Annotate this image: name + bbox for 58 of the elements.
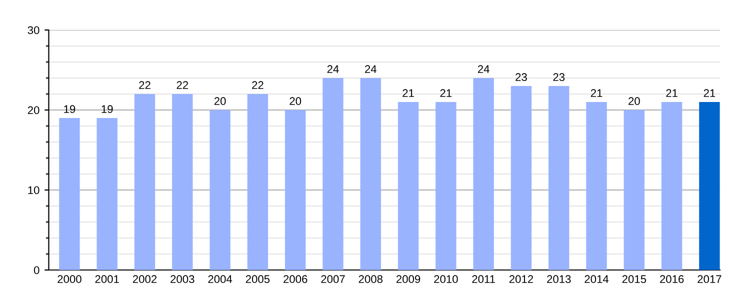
x-tick-label: 2006 — [284, 275, 308, 284]
x-tick-label: 2014 — [584, 275, 609, 284]
x-tick-label: 2003 — [170, 275, 194, 284]
bar — [210, 110, 230, 270]
data-label: 22 — [139, 81, 150, 89]
data-label: 21 — [402, 89, 414, 97]
bar — [398, 102, 419, 270]
x-tick-label: 2015 — [622, 275, 646, 284]
data-label: 19 — [64, 105, 76, 114]
bar — [59, 118, 80, 270]
data-label: 23 — [553, 73, 565, 82]
bar — [360, 78, 381, 270]
bar — [247, 94, 268, 270]
data-label: 23 — [516, 73, 527, 82]
bar — [172, 94, 193, 270]
y-tick-label: 10 — [28, 186, 40, 194]
bar — [624, 110, 645, 270]
bar — [661, 102, 682, 270]
x-tick-label: 2008 — [358, 275, 383, 284]
data-label: 24 — [365, 65, 376, 73]
bar — [699, 102, 720, 270]
bar — [322, 78, 344, 270]
bar — [284, 110, 306, 270]
x-tick-label: 2016 — [660, 275, 684, 284]
data-label: 20 — [628, 97, 640, 106]
x-tick-label: 2010 — [434, 275, 458, 284]
data-label: 22 — [176, 81, 188, 89]
x-tick-label: 2005 — [246, 275, 270, 284]
data-label: 20 — [214, 97, 226, 106]
y-tick-label: 20 — [28, 106, 40, 114]
x-tick-label: 2012 — [509, 275, 534, 284]
bar — [586, 102, 607, 270]
x-tick-label: 2011 — [472, 275, 495, 284]
data-label: 21 — [666, 89, 678, 97]
bar — [96, 118, 118, 270]
x-tick-label: 2001 — [95, 275, 119, 284]
bar — [436, 102, 456, 270]
data-label: 24 — [327, 65, 339, 73]
x-tick-label: 2004 — [208, 275, 232, 284]
x-tick-label: 2000 — [58, 275, 82, 284]
x-tick-label: 2007 — [321, 275, 345, 284]
data-label: 21 — [704, 89, 716, 97]
bar — [134, 94, 156, 270]
data-label: 19 — [102, 105, 113, 114]
bar — [510, 86, 532, 270]
x-tick-label: 2002 — [132, 275, 157, 284]
x-tick-label: 2009 — [396, 275, 420, 284]
x-tick-label: 2013 — [547, 275, 571, 284]
bar — [548, 86, 570, 270]
y-tick-label: 0 — [34, 266, 40, 274]
bar — [473, 78, 494, 270]
y-tick-label: 30 — [28, 26, 40, 34]
data-label: 21 — [590, 89, 602, 97]
data-label: 21 — [440, 89, 452, 97]
x-tick-label: 2017 — [698, 275, 722, 284]
data-label: 22 — [252, 81, 264, 89]
data-label: 20 — [290, 97, 302, 106]
data-label: 24 — [478, 65, 490, 73]
